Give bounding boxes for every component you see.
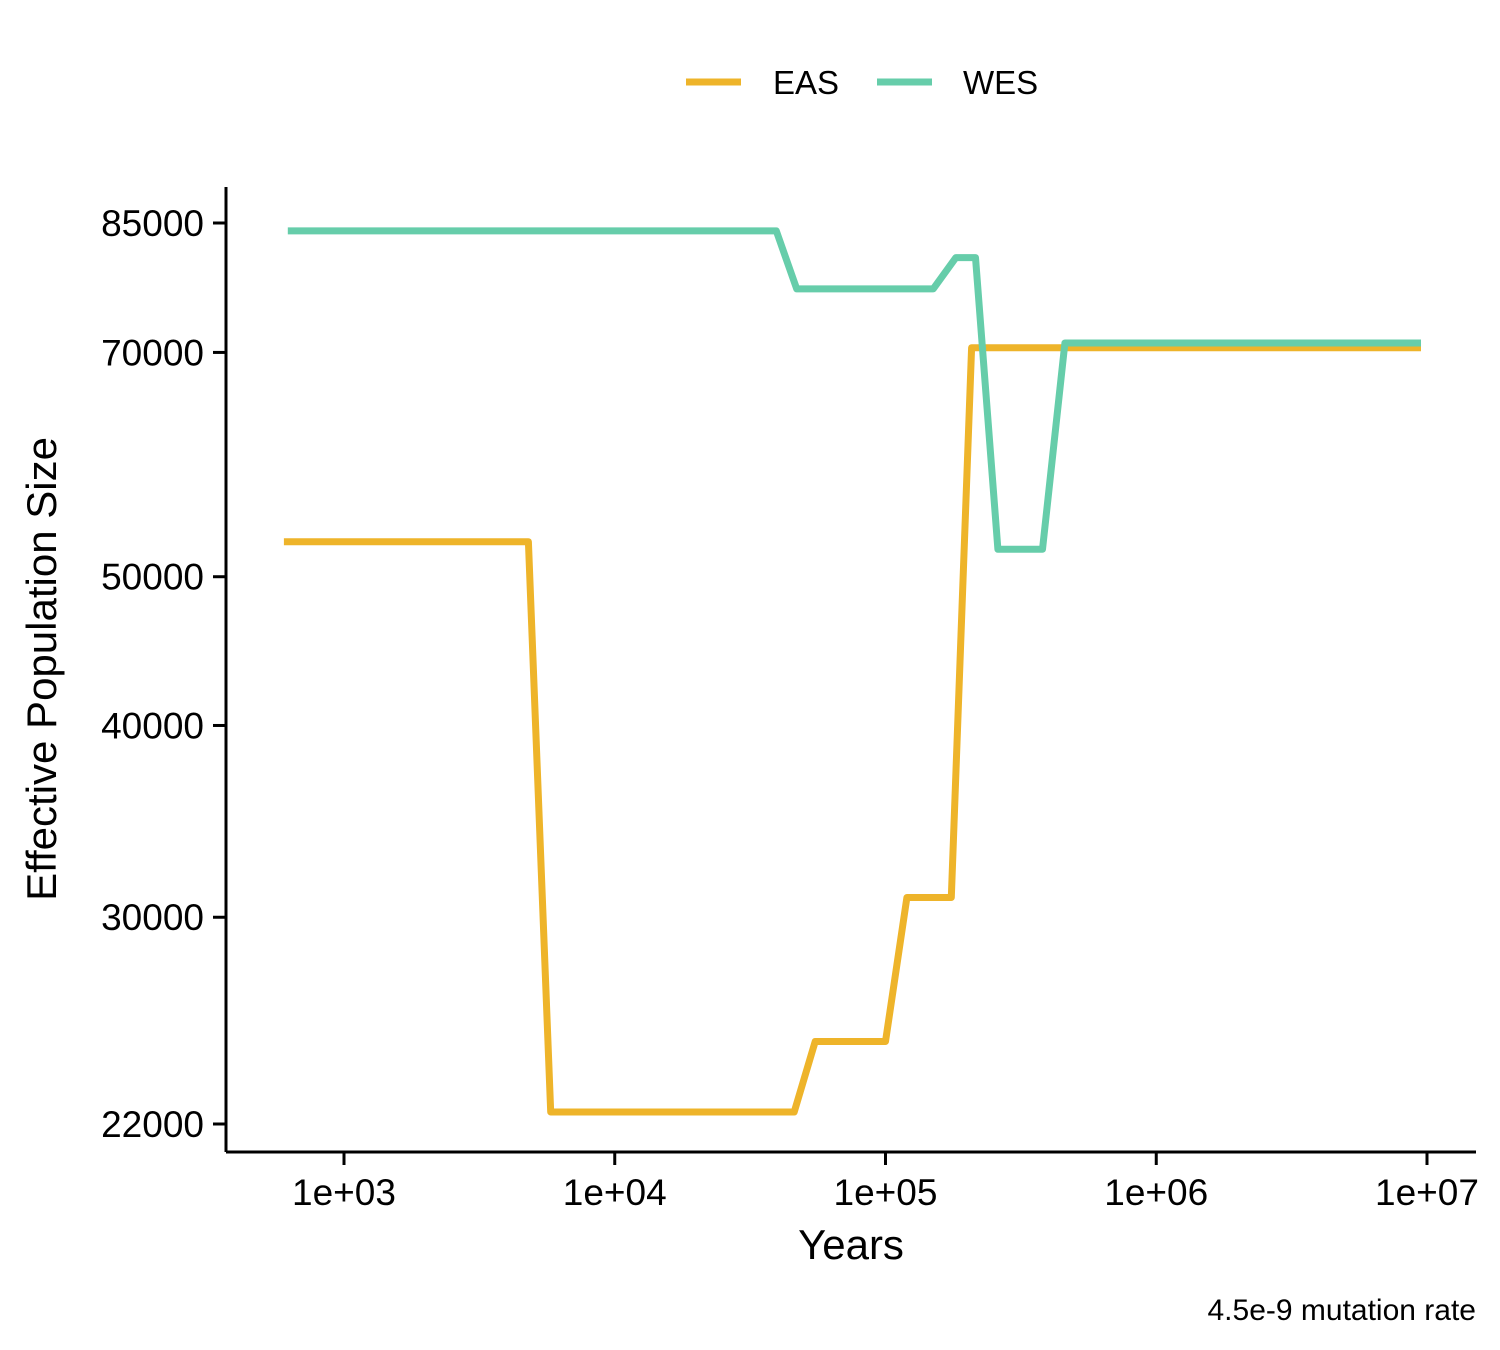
x-axis-ticks: 1e+03 1e+04 1e+05 1e+06 1e+07 <box>292 1152 1479 1213</box>
legend-label-eas: EAS <box>773 64 839 101</box>
legend-label-wes: WES <box>963 64 1038 101</box>
x-tick-label: 1e+04 <box>563 1172 667 1213</box>
y-tick-label: 50000 <box>101 557 204 598</box>
caption: 4.5e-9 mutation rate <box>1208 1294 1477 1327</box>
x-axis-title: Years <box>798 1221 904 1268</box>
series-line-eas <box>283 344 1421 1116</box>
plot-lines <box>283 227 1421 1116</box>
legend: EAS WES <box>686 64 1038 101</box>
x-tick-label: 1e+05 <box>834 1172 938 1213</box>
y-tick-label: 30000 <box>101 897 204 938</box>
y-tick-label: 22000 <box>101 1104 204 1145</box>
y-axis-ticks: 22000 30000 40000 50000 70000 85000 <box>101 203 226 1145</box>
y-tick-label: 85000 <box>101 203 204 244</box>
series-line-wes <box>287 227 1421 553</box>
y-axis-title: Effective Population Size <box>18 437 65 901</box>
x-tick-label: 1e+07 <box>1375 1172 1479 1213</box>
y-tick-label: 40000 <box>101 705 204 746</box>
x-tick-label: 1e+03 <box>292 1172 396 1213</box>
x-tick-label: 1e+06 <box>1104 1172 1208 1213</box>
y-tick-label: 70000 <box>101 332 204 373</box>
